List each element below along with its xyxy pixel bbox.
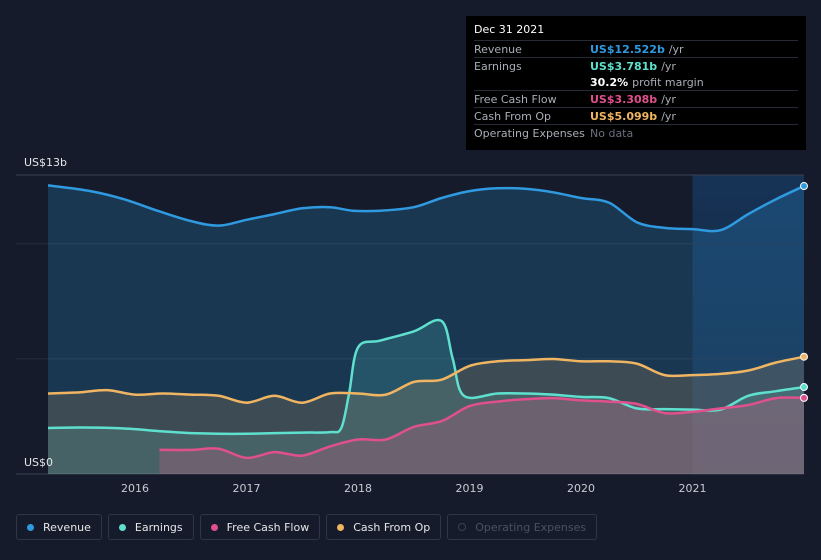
tooltip-unit: profit margin xyxy=(632,75,704,89)
tooltip-row: 30.2% profit margin xyxy=(474,74,798,90)
legend-label: Free Cash Flow xyxy=(226,520,310,534)
free-cash-flow-area xyxy=(159,397,804,474)
tooltip: Dec 31 2021 Revenue US$12.522b/yr Earnings… xyxy=(466,16,806,150)
x-tick-label: 2016 xyxy=(121,482,149,495)
tooltip-date: Dec 31 2021 xyxy=(474,23,545,36)
tooltip-row: Earnings US$3.781b/yr xyxy=(474,57,798,74)
x-tick-label: 2017 xyxy=(232,482,260,495)
legend-item-operating-expenses[interactable]: Operating Expenses xyxy=(447,514,598,540)
earnings-endpoint xyxy=(800,383,808,392)
free-cash-flow-endpoint xyxy=(800,393,808,402)
tooltip-label: Earnings xyxy=(474,59,522,73)
tooltip-value: US$5.099b xyxy=(590,109,658,123)
tooltip-row: Operating Expenses No data xyxy=(474,124,798,141)
x-tick-label: 2021 xyxy=(678,482,706,495)
tooltip-value: 30.2% xyxy=(590,75,629,89)
legend-dot-icon xyxy=(210,523,218,531)
legend-item-cash-from-op[interactable]: Cash From Op xyxy=(326,514,442,540)
x-tick-label: 2020 xyxy=(567,482,595,495)
tooltip-unit: /yr xyxy=(661,59,676,73)
cash-from-op-area xyxy=(48,356,804,474)
earnings-line xyxy=(47,318,805,436)
tooltip-unit: /yr xyxy=(661,109,676,123)
tooltip-unit: /yr xyxy=(668,42,684,56)
legend-label: Revenue xyxy=(43,520,91,534)
tooltip-row: Cash From Op US$5.099b/yr xyxy=(474,107,798,124)
legend-dot-icon xyxy=(337,523,345,531)
cash-from-op-line xyxy=(47,355,805,404)
tooltip-value: US$3.781b xyxy=(590,59,658,73)
legend-dot-icon xyxy=(118,523,126,531)
tooltip-value: US$12.522b xyxy=(590,42,665,56)
tooltip-label: Operating Expenses xyxy=(474,126,585,140)
tooltip-unit: /yr xyxy=(661,92,676,106)
revenue-endpoint xyxy=(800,182,808,191)
legend-label: Cash From Op xyxy=(353,520,431,534)
revenue-line xyxy=(47,184,805,233)
tooltip-value: No data xyxy=(590,126,634,140)
cash-from-op-endpoint xyxy=(800,352,808,361)
y-axis-bottom-label: US$0 xyxy=(24,456,53,469)
tooltip-value: US$3.308b xyxy=(590,92,658,106)
forecast-region xyxy=(692,175,804,474)
x-tick-label: 2019 xyxy=(455,482,483,495)
legend-dot-icon xyxy=(458,523,467,531)
legend-label: Earnings xyxy=(134,520,183,534)
legend-item-revenue[interactable]: Revenue xyxy=(16,514,102,540)
legend-item-free-cash-flow[interactable]: Free Cash Flow xyxy=(199,514,321,540)
legend-label: Operating Expenses xyxy=(475,520,587,534)
x-tick-label: 2018 xyxy=(344,482,372,495)
legend-item-earnings[interactable]: Earnings xyxy=(107,514,194,540)
tooltip-row: Free Cash Flow US$3.308b/yr xyxy=(474,90,798,107)
tooltip-label: Revenue xyxy=(474,42,522,56)
free-cash-flow-line xyxy=(159,396,805,460)
tooltip-label: Free Cash Flow xyxy=(474,92,557,106)
legend: Revenue Earnings Free Cash Flow Cash From O… xyxy=(16,514,598,542)
tooltip-label: Cash From Op xyxy=(474,109,552,123)
y-axis-top-label: US$13b xyxy=(24,156,67,169)
earnings-area xyxy=(48,319,804,474)
legend-dot-icon xyxy=(27,523,34,531)
tooltip-row: Revenue US$12.522b/yr xyxy=(474,40,798,57)
